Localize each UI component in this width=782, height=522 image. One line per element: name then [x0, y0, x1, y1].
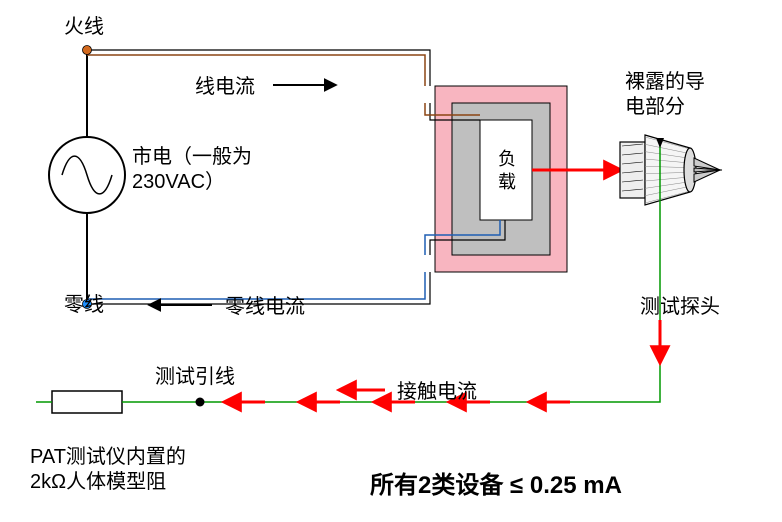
label-load2: 载	[498, 168, 516, 194]
live-node	[83, 46, 92, 55]
label-pat2: 2kΩ人体模型阻	[30, 465, 166, 494]
drill-chuck	[620, 135, 722, 248]
label-probe: 测试探头	[640, 290, 720, 319]
label-mains2: 230VAC）	[132, 165, 225, 194]
live-wire-inner	[87, 55, 425, 86]
label-neutral: 零线	[64, 288, 104, 317]
label-neutral_current: 零线电流	[225, 290, 305, 319]
label-exposed2: 电部分	[625, 90, 685, 119]
label-live: 火线	[64, 10, 104, 39]
resistor-box	[52, 391, 122, 413]
sine-icon	[62, 156, 112, 194]
label-line_current: 线电流	[195, 70, 255, 99]
label-test_lead: 测试引线	[155, 360, 235, 389]
test-node	[196, 398, 205, 407]
label-touch_current: 接触电流	[397, 375, 477, 404]
label-footer: 所有2类设备 ≤ 0.25 mA	[370, 465, 622, 500]
